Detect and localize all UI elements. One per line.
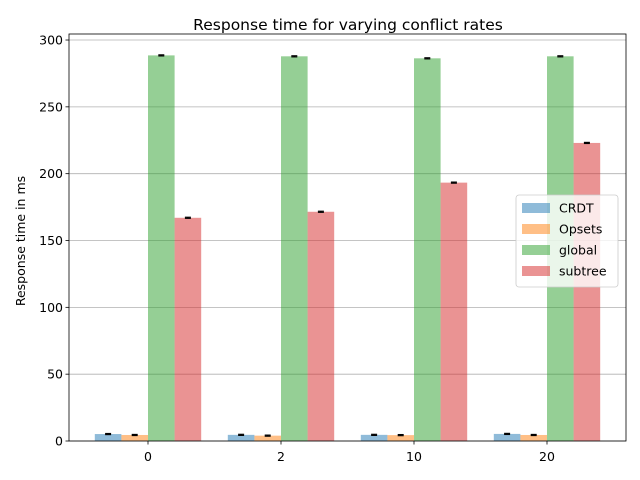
legend-label-opsets: Opsets	[559, 222, 602, 237]
bar-subtree-20	[573, 142, 601, 441]
y-tick-label: 150	[39, 233, 63, 248]
legend-swatch-crdt	[522, 203, 550, 213]
bar-global-10	[414, 58, 441, 441]
legend-swatch-subtree	[522, 266, 550, 276]
legend-box	[515, 194, 619, 288]
bars	[94, 54, 601, 442]
bar-subtree-0	[174, 217, 202, 441]
legend-swatch-global	[522, 245, 550, 255]
bar-crdt-10	[360, 434, 388, 441]
y-tick-label: 200	[39, 166, 63, 181]
legend-label-crdt: CRDT	[559, 201, 594, 216]
y-axis-label: Response time in ms	[13, 176, 28, 306]
y-tick-label: 100	[39, 300, 63, 315]
y-tick-label: 0	[55, 434, 63, 449]
y-tick-label: 50	[47, 367, 63, 382]
x-tick-label: 10	[406, 449, 422, 464]
y-tick-label: 250	[39, 99, 63, 114]
legend-label-global: global	[559, 243, 597, 258]
bar-global-0	[148, 55, 175, 442]
bar-opsets-2	[254, 435, 281, 441]
chart-title: Response time for varying conflict rates	[193, 16, 503, 34]
legend-swatch-opsets	[522, 224, 550, 234]
bar-crdt-0	[94, 434, 122, 441]
legend: CRDT Opsets global subtree	[515, 194, 619, 288]
plot-frame	[68, 33, 627, 442]
bar-crdt-2	[227, 434, 255, 441]
axes: 0 50 100 150 200 250 300 0 2 10 20	[39, 33, 627, 464]
bar-opsets-10	[387, 435, 414, 441]
x-tick-label: 0	[144, 449, 152, 464]
legend-label-subtree: subtree	[559, 264, 607, 279]
x-tick-label: 2	[277, 449, 285, 464]
bar-crdt-20	[493, 433, 521, 441]
bar-subtree-10	[440, 182, 468, 442]
bar-opsets-0	[121, 434, 148, 441]
bar-global-2	[281, 56, 308, 442]
bar-opsets-20	[520, 434, 547, 441]
x-tick-label: 20	[539, 449, 555, 464]
y-tick-label: 300	[39, 33, 63, 48]
bar-subtree-2	[307, 211, 335, 441]
